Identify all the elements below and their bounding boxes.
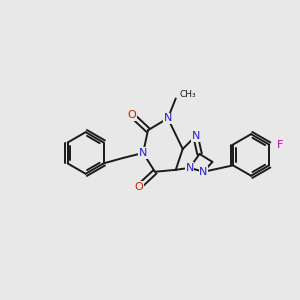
Text: O: O [135, 182, 143, 192]
Text: N: N [164, 113, 172, 123]
Text: N: N [139, 148, 147, 158]
Text: CH₃: CH₃ [180, 90, 196, 99]
Text: N: N [199, 167, 208, 177]
Text: N: N [185, 163, 194, 173]
Text: F: F [277, 140, 284, 150]
Text: N: N [191, 131, 200, 141]
Text: O: O [128, 110, 136, 120]
